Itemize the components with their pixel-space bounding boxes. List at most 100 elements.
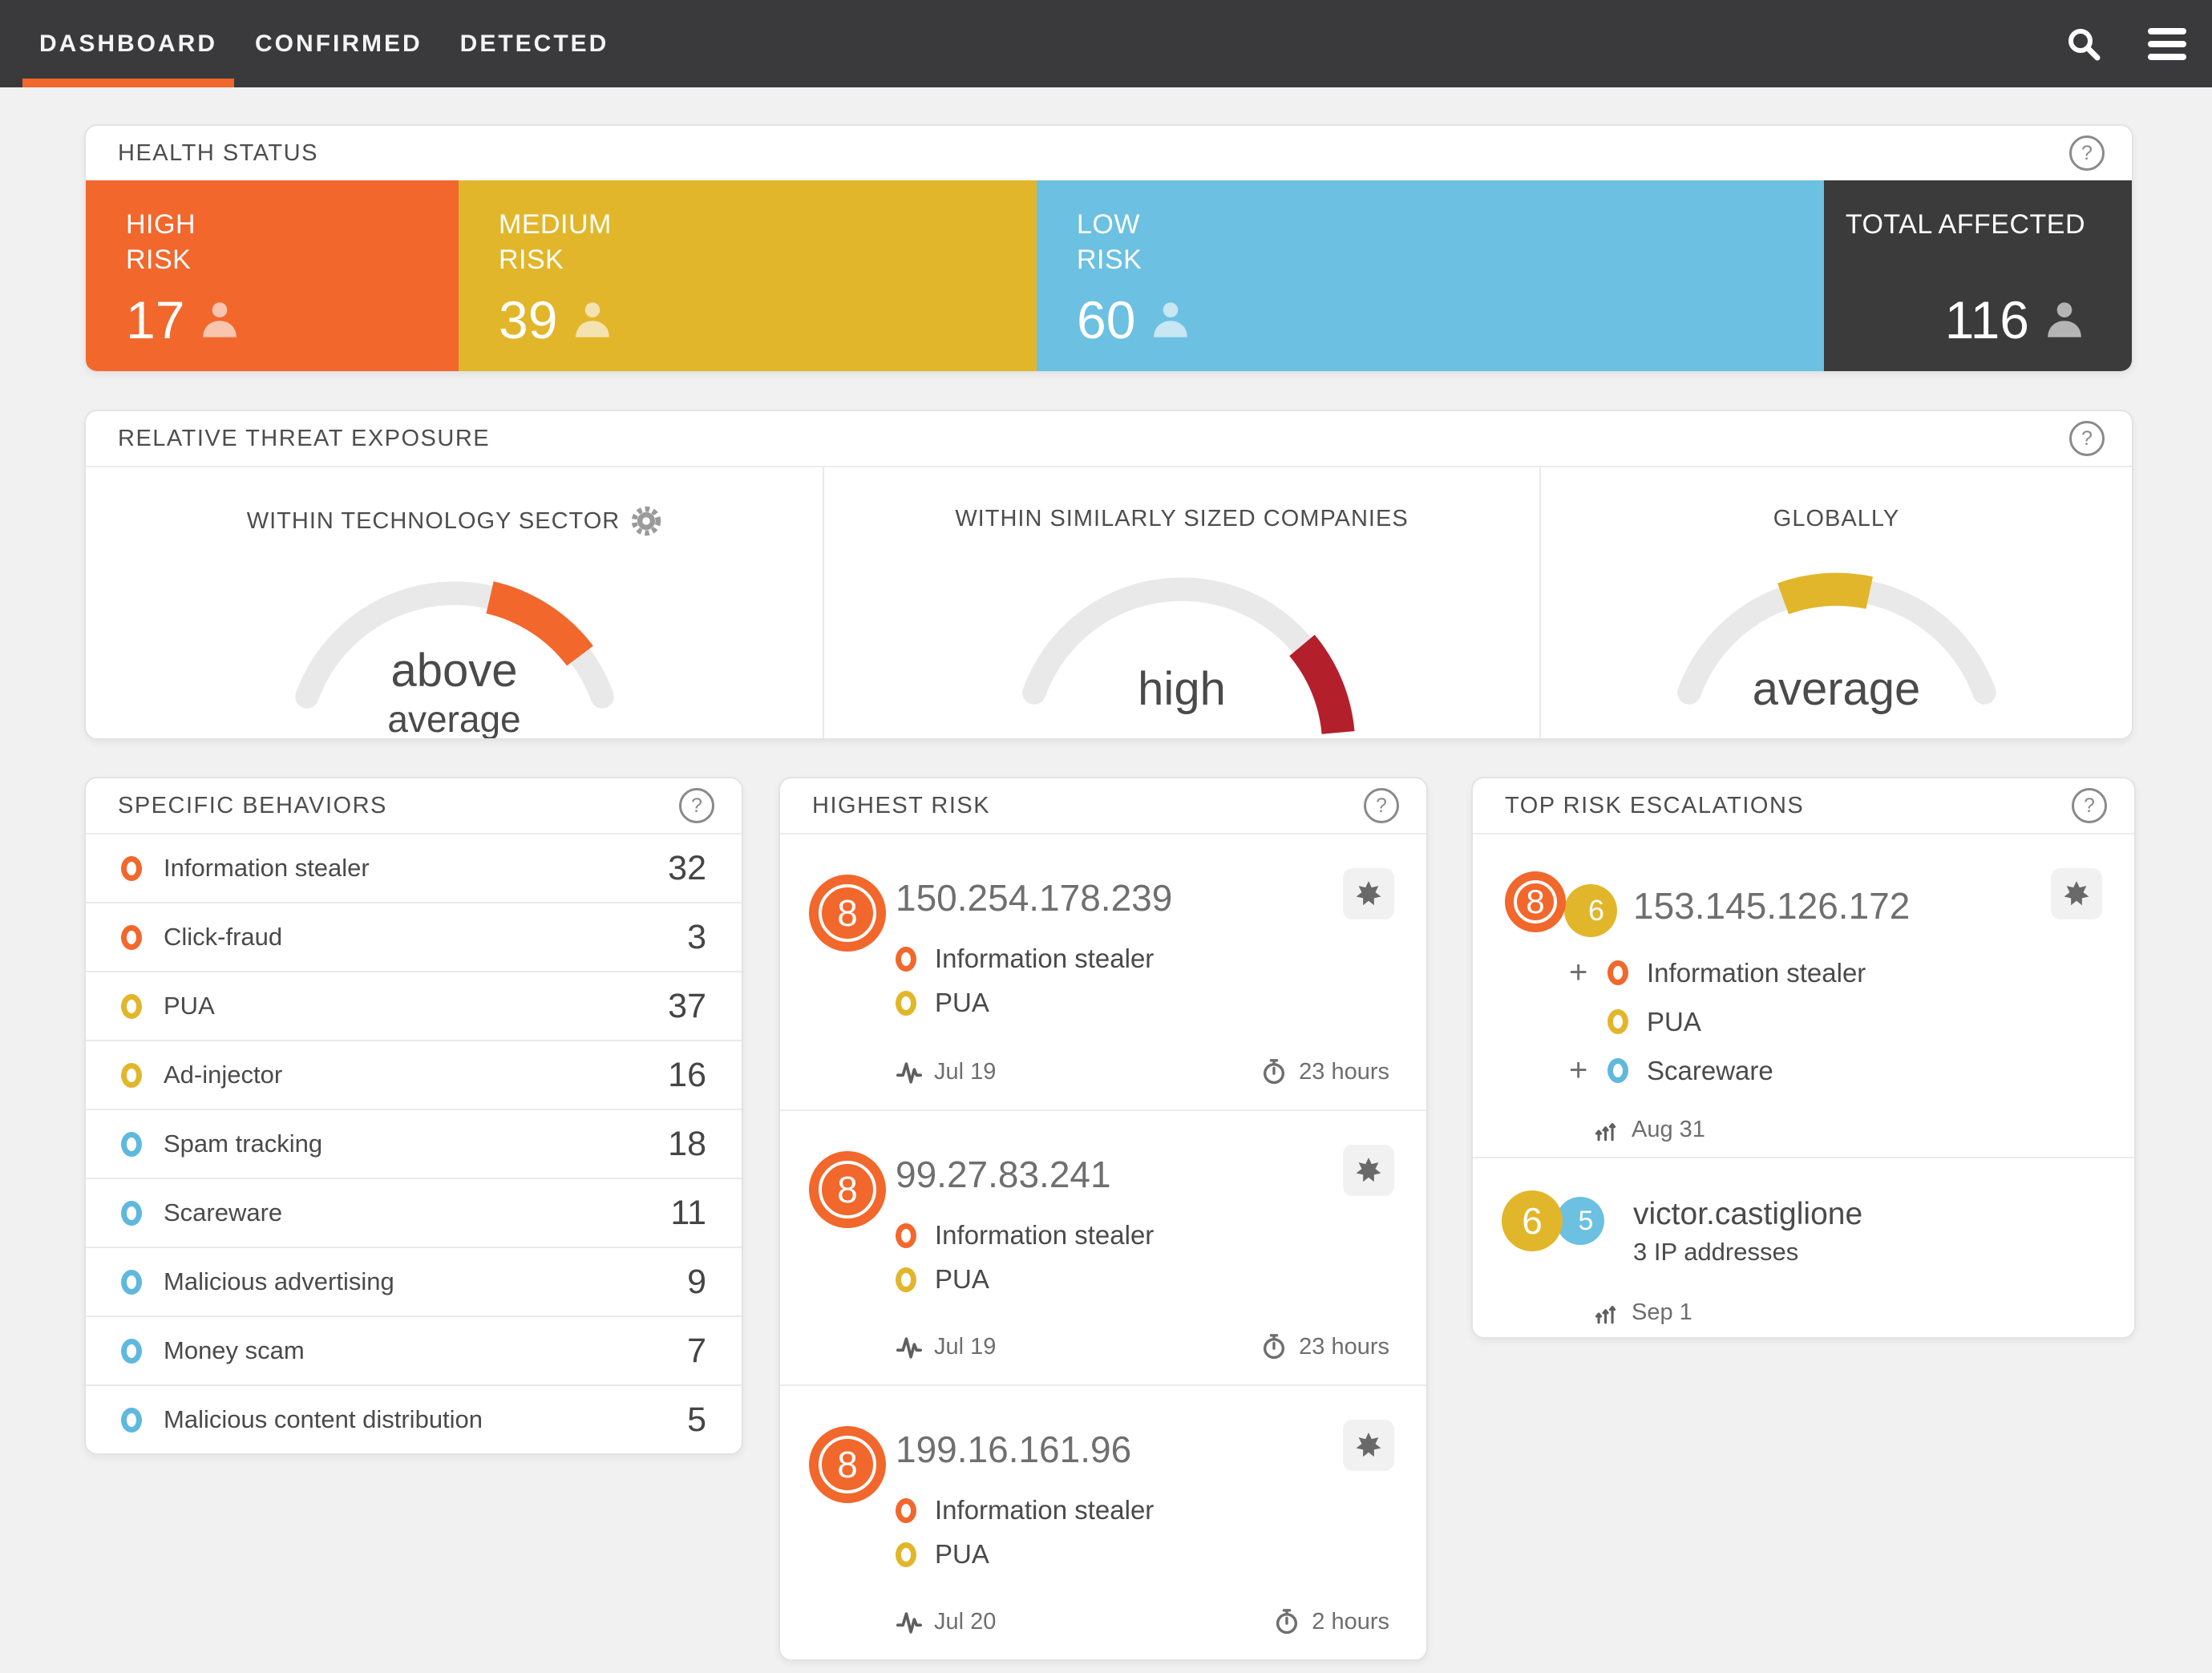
flag-button[interactable] [1343,1420,1394,1471]
escalations-header: TOP RISK ESCALATIONS ? [1473,778,2134,834]
risk-score-badge: 8 [819,1161,876,1218]
help-icon[interactable]: ? [2069,421,2105,456]
behavior-count: 9 [687,1262,706,1301]
gauge-dial: average [1648,550,2025,738]
relative-threat-exposure-card: RELATIVE THREAT EXPOSURE ? WITHIN TECHNO… [84,410,2133,740]
search-icon[interactable] [2063,23,2105,65]
risk-score-badge: 8 [819,1436,876,1493]
risk-ip: 99.27.83.241 [896,1154,1111,1195]
star-burst-icon [1356,881,1381,906]
flag-button[interactable] [2051,868,2102,919]
health-status-header: HEALTH STATUS ? [86,126,2132,180]
behavior-row[interactable]: Scareware 11 [86,1178,742,1247]
tab-confirmed[interactable]: CONFIRMED [255,0,423,87]
risk-entry[interactable]: 8 150.254.178.239 Information stealer PU… [780,834,1426,1109]
rte-title: RELATIVE THREAT EXPOSURE [118,425,491,451]
help-icon[interactable]: ? [679,788,714,823]
gauge-globally: GLOBALLY average [1539,467,2132,738]
behavior-count: 3 [687,917,706,956]
person-icon [2048,302,2081,337]
tag-label: PUA [935,988,989,1017]
segment-label: LOW RISK [1077,209,1142,275]
gear-icon[interactable] [631,506,661,536]
plus-icon: + [1569,1053,1588,1088]
tag-label: PUA [935,1264,989,1294]
segment-total-affected[interactable]: TOTAL AFFECTED 116 [1824,180,2132,371]
escalation-entry[interactable]: 6 8 153.145.126.172 + Information stealer… [1473,834,2134,1157]
flag-button[interactable] [1343,868,1394,919]
severity-ring-icon [896,990,916,1016]
tag-label: PUA [1647,1006,1701,1037]
behavior-row[interactable]: Malicious content distribution 5 [86,1384,742,1453]
plus-icon: + [1569,955,1588,990]
risk-entry-footer: Jul 20 2 hours [896,1608,1389,1635]
segment-value: 17 [126,289,241,350]
menu-icon[interactable] [2146,23,2188,65]
gauge-dial: high [993,550,1370,738]
escalation-entry[interactable]: 5 6 victor.castiglione 3 IP addresses Se… [1473,1157,2134,1337]
help-icon[interactable]: ? [2069,135,2105,171]
activity-icon [896,1062,923,1084]
activity-icon [896,1337,923,1359]
severity-ring-icon [121,924,142,950]
behavior-label: Money scam [164,1336,305,1364]
help-icon[interactable]: ? [1364,788,1399,823]
segment-value: 60 [1077,289,1191,350]
stopwatch-icon [1264,1059,1285,1085]
severity-ring-icon [896,1542,916,1567]
severity-ring-icon [121,1062,142,1088]
duration: 23 hours [1299,1333,1389,1360]
rte-header: RELATIVE THREAT EXPOSURE ? [86,411,2132,467]
duration: 2 hours [1312,1608,1389,1635]
severity-ring-icon [896,946,916,972]
stopwatch-icon [1264,1334,1285,1360]
behavior-row[interactable]: PUA 37 [86,971,742,1040]
tab-dashboard[interactable]: DASHBOARD [22,0,234,87]
behavior-row[interactable]: Ad-injector 16 [86,1040,742,1109]
behavior-row[interactable]: Information stealer 32 [86,834,742,902]
behavior-label: PUA [164,992,215,1020]
risk-score-badge: 8 [819,884,876,942]
health-status-card: HEALTH STATUS ? HIGH RISK 17 MEDIUM RISK 3… [84,124,2133,373]
new-score-badge: 8 [1514,880,1557,923]
segment-low-risk[interactable]: LOW RISK 60 [1037,180,1824,371]
rte-body: WITHIN TECHNOLOGY SECTOR above average W… [86,467,2132,738]
behavior-label: Scareware [164,1198,283,1226]
risk-ip: 199.16.161.96 [896,1429,1132,1470]
severity-ring-icon [121,1200,142,1226]
escalation-tags: +Information stealer +PUA +Scareware [1569,955,2134,1089]
risk-entry[interactable]: 8 199.16.161.96 Information stealer PUA … [780,1384,1426,1659]
escalation-date: Sep 1 [1632,1299,1692,1325]
escalation-date: Aug 31 [1632,1116,1705,1142]
star-burst-icon [1356,1433,1381,1457]
severity-ring-icon [896,1267,916,1292]
severity-ring-icon [121,1407,142,1433]
segment-medium-risk[interactable]: MEDIUM RISK 39 [459,180,1037,371]
behavior-count: 5 [687,1400,706,1439]
help-icon[interactable]: ? [2072,788,2107,823]
tag-label: Information stealer [935,1220,1155,1250]
tag-label: Information stealer [1647,957,1866,988]
segment-label: TOTAL AFFECTED [1845,209,2085,240]
star-burst-icon [1356,1158,1381,1182]
stopwatch-icon [1276,1609,1298,1635]
severity-ring-icon [121,993,142,1019]
severity-ring-icon [121,1338,142,1364]
flag-button[interactable] [1343,1145,1394,1196]
risk-entry[interactable]: 8 99.27.83.241 Information stealer PUA J… [780,1109,1426,1384]
specific-behaviors-card: SPECIFIC BEHAVIORS ? Information stealer… [84,777,743,1455]
tag-label: Information stealer [935,1495,1155,1525]
highest-risk-card: HIGHEST RISK ? 8 150.254.178.239 Informa… [778,777,1428,1661]
behavior-row[interactable]: Click-fraud 3 [86,902,742,971]
rising-arrows-icon [1595,1305,1616,1324]
behavior-row[interactable]: Malicious advertising 9 [86,1247,742,1315]
behavior-row[interactable]: Spam tracking 18 [86,1109,742,1178]
tag-label: PUA [935,1539,989,1569]
behavior-count: 32 [668,848,706,887]
tab-detected[interactable]: DETECTED [460,0,609,87]
segment-value: 39 [499,289,613,350]
segment-high-risk[interactable]: HIGH RISK 17 [86,180,459,371]
segment-label: HIGH RISK [126,209,196,275]
behavior-row[interactable]: Money scam 7 [86,1315,742,1384]
activity-icon [896,1612,923,1634]
